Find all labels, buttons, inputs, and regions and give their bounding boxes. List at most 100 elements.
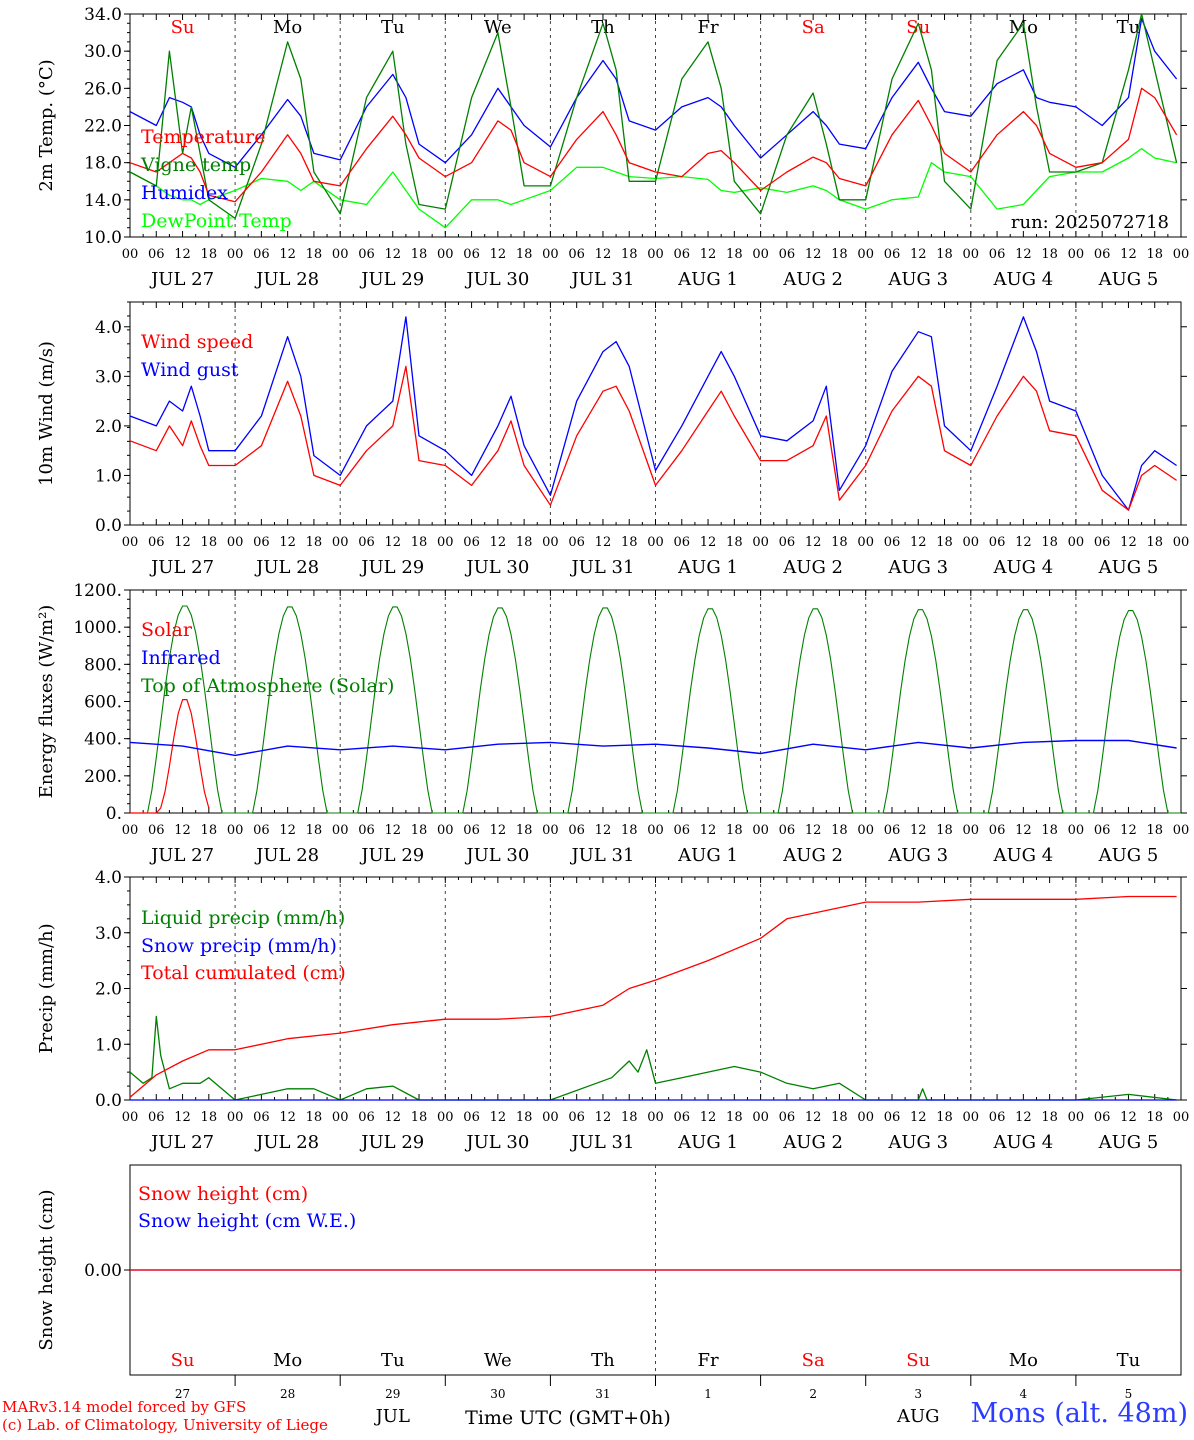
hour-label: 18 [516, 1110, 533, 1125]
hour-label: 12 [805, 247, 822, 262]
series-line-liquid-precip-mm-h- [129, 1015, 1177, 1101]
day-label: AUG 5 [1098, 845, 1159, 866]
hour-label: 00 [752, 247, 769, 262]
hour-label: 18 [1146, 1110, 1163, 1125]
hour-label: 18 [936, 247, 953, 262]
month-label: AUG [896, 1406, 940, 1427]
hour-label: 06 [148, 535, 165, 550]
hour-label: 00 [1068, 535, 1085, 550]
hour-label: 18 [516, 247, 533, 262]
legend-entry: Total cumulated (cm) [141, 962, 346, 984]
series-line-toa-solar [130, 605, 1181, 814]
hour-label: 00 [542, 1110, 559, 1125]
hour-label: 18 [936, 535, 953, 550]
day-label: AUG 1 [677, 269, 738, 290]
weekday-label: Su [171, 17, 195, 38]
hour-label: 18 [411, 535, 428, 550]
weekday-label: Fr [698, 17, 719, 38]
hour-label: 06 [148, 247, 165, 262]
y-tick-label: 1.0 [95, 1035, 122, 1055]
day-label: JUL 31 [569, 269, 634, 290]
hour-label: 12 [1015, 1110, 1032, 1125]
y-tick-label: 0.00 [84, 1261, 122, 1281]
hour-label: 00 [857, 535, 874, 550]
hour-label: 18 [516, 535, 533, 550]
hour-label: 00 [963, 823, 980, 838]
hour-label: 18 [621, 1110, 638, 1125]
y-tick-label: 14.0 [84, 191, 122, 211]
day-label: AUG 4 [992, 269, 1053, 290]
hour-label: 12 [384, 247, 401, 262]
hour-label: 00 [542, 247, 559, 262]
hour-label: 18 [306, 823, 323, 838]
hour-label: 12 [279, 823, 296, 838]
day-label: JUL 29 [359, 269, 424, 290]
hour-label: 12 [1120, 535, 1137, 550]
legend-entry: Liquid precip (mm/h) [141, 907, 345, 929]
weekday-label: Sa [802, 17, 825, 38]
hour-label: 06 [674, 1110, 691, 1125]
hour-label: 18 [621, 247, 638, 262]
day-label: AUG 3 [887, 845, 948, 866]
day-number-label: 1 [704, 1387, 712, 1401]
hour-label: 18 [726, 535, 743, 550]
hour-label: 00 [1068, 247, 1085, 262]
y-tick-label: 1000. [73, 618, 122, 638]
hour-label: 12 [700, 1110, 717, 1125]
weekday-label: Su [906, 17, 930, 38]
weekday-label: Fr [698, 1350, 719, 1371]
day-label: JUL 30 [464, 1132, 529, 1153]
hour-label: 00 [227, 1110, 244, 1125]
y-tick-label: 1200. [73, 581, 122, 601]
hour-label: 00 [752, 823, 769, 838]
weekday-label: We [484, 1350, 512, 1371]
hour-label: 12 [1015, 823, 1032, 838]
hour-label: 00 [857, 823, 874, 838]
day-label: AUG 1 [677, 557, 738, 578]
y-axis-label: 2m Temp. (°C) [36, 59, 57, 191]
day-label: AUG 5 [1098, 557, 1159, 578]
hour-label: 12 [595, 535, 612, 550]
hour-label: 06 [1094, 1110, 1111, 1125]
day-label: AUG 2 [782, 1132, 843, 1153]
hour-label: 00 [227, 247, 244, 262]
hour-label: 06 [568, 1110, 585, 1125]
legend-entry: Top of Atmosphere (Solar) [141, 675, 394, 697]
weekday-label: Tu [1117, 17, 1141, 38]
day-label: JUL 28 [254, 845, 319, 866]
hour-label: 12 [700, 247, 717, 262]
y-tick-label: 26.0 [84, 79, 122, 99]
y-axis-label: 10m Wind (m/s) [36, 341, 57, 486]
y-tick-label: 0.0 [95, 516, 122, 536]
y-tick-label: 34.0 [84, 5, 122, 25]
hour-label: 06 [779, 535, 796, 550]
y-tick-label: 1.0 [95, 466, 122, 486]
day-label: JUL 28 [254, 1132, 319, 1153]
weekday-label: Mo [1009, 1350, 1038, 1371]
hour-label: 12 [700, 823, 717, 838]
hour-label: 12 [1120, 247, 1137, 262]
weekday-label: Mo [273, 1350, 302, 1371]
day-number-label: 5 [1125, 1387, 1133, 1401]
hour-label: 18 [411, 247, 428, 262]
hour-label: 00 [647, 1110, 664, 1125]
day-label: AUG 4 [992, 1132, 1053, 1153]
hour-label: 00 [752, 1110, 769, 1125]
lab-credit: (c) Lab. of Climatology, University of L… [2, 1416, 328, 1434]
legend-entry: Vigne temp [140, 154, 251, 176]
hour-label: 18 [1146, 247, 1163, 262]
hour-label: 00 [647, 247, 664, 262]
y-tick-label: 0. [106, 804, 122, 824]
day-label: JUL 29 [359, 557, 424, 578]
series-line-infrared [129, 739, 1177, 757]
y-tick-label: 18.0 [84, 154, 122, 174]
day-label: JUL 28 [254, 269, 319, 290]
hour-label: 00 [332, 535, 349, 550]
y-tick-label: 3.0 [95, 367, 122, 387]
hour-label: 18 [726, 823, 743, 838]
month-label: JUL [374, 1406, 410, 1427]
day-label: JUL 31 [569, 845, 634, 866]
hour-label: 18 [411, 1110, 428, 1125]
hour-label: 00 [122, 535, 139, 550]
series-line-wind-speed [129, 365, 1177, 511]
